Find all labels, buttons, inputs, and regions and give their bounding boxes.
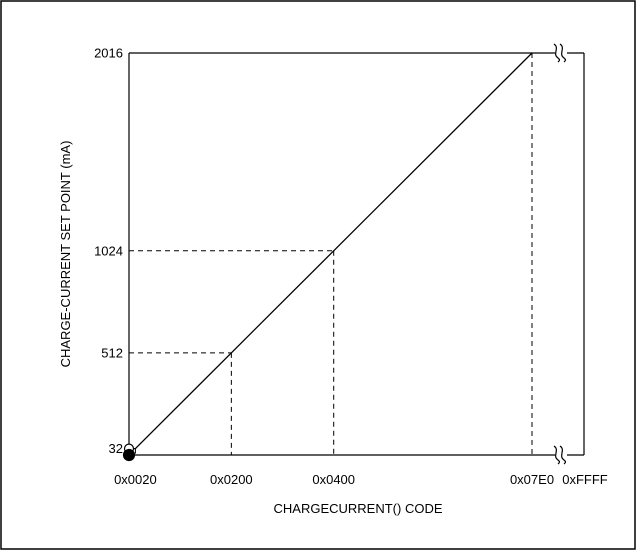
x-tick-label-0x0400: 0x0400 <box>312 472 355 487</box>
x-tick-label-0x0200: 0x0200 <box>210 472 253 487</box>
axis-breaks <box>553 43 567 465</box>
reference-lines <box>129 52 533 455</box>
axis-break-stroke-b-0 <box>559 43 567 63</box>
x-tick-label-0x0020: 0x0020 <box>114 472 157 487</box>
y-axis-label: CHARGE-CURRENT SET POINT (mA) <box>58 141 73 368</box>
series-line-0 <box>133 52 533 450</box>
origin-filled-marker <box>122 448 136 462</box>
axis-break-stroke-a-1 <box>553 445 561 465</box>
y-tick-labels: 32 512 1024 2016 <box>94 46 123 457</box>
y-tick-label-32: 32 <box>109 441 123 456</box>
x-tick-label-0x07E0: 0x07E0 <box>510 472 554 487</box>
y-tick-label-1024: 1024 <box>94 243 123 258</box>
y-tick-label-512: 512 <box>101 345 123 360</box>
x-axis-label: CHARGECURRENT() CODE <box>274 501 443 516</box>
y-tick-label-2016: 2016 <box>94 46 123 61</box>
endpoint-markers <box>122 443 136 462</box>
axis-break-stroke-b-1 <box>559 445 567 465</box>
x-tick-label-0xFFFF: 0xFFFF <box>562 472 608 487</box>
data-series <box>133 52 533 450</box>
axis-break-stroke-a-0 <box>553 43 561 63</box>
x-tick-labels: 0x0020 0x0200 0x0400 0x07E0 0xFFFF <box>114 472 608 487</box>
